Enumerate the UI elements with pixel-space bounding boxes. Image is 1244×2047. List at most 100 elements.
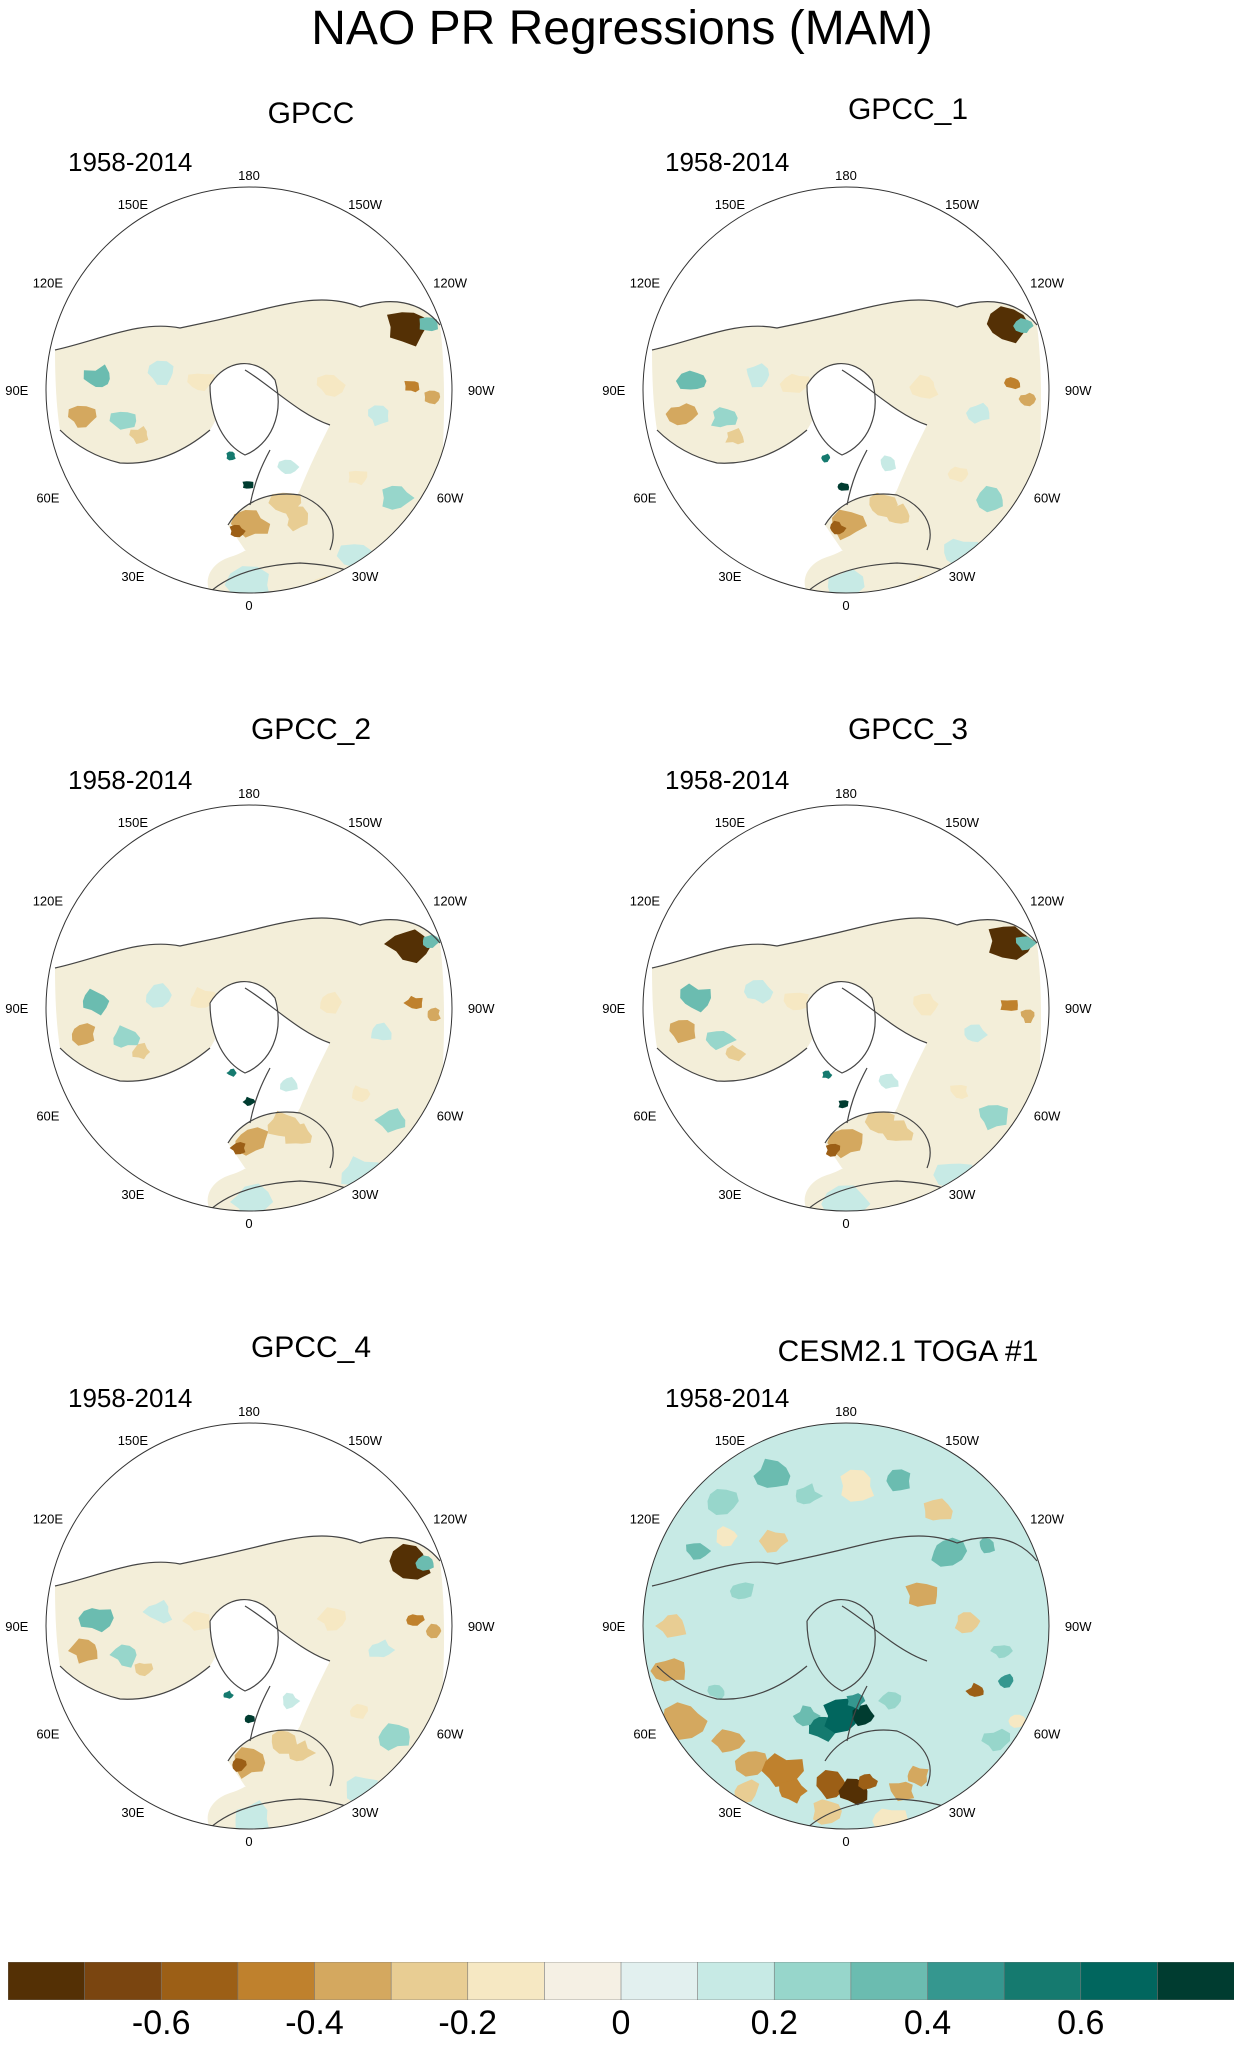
polar-map: 180 150E 120E 90E 60E 30E 0 30W 60W 90W 120W 150W	[5, 786, 495, 1231]
panel-title: GPCC_3	[847, 713, 969, 746]
colorbar-tick-label: 0.4	[903, 2004, 952, 2042]
coastline	[824, 1111, 931, 1169]
longitude-label: 120W	[1030, 894, 1065, 909]
colorbar-bin	[1157, 1962, 1234, 2000]
field-contour	[707, 1684, 725, 1701]
field-contour	[389, 1543, 431, 1580]
coastline	[651, 917, 1038, 969]
coastline	[249, 1685, 271, 1742]
longitude-label: 30W	[352, 1187, 379, 1202]
coastline	[59, 1665, 211, 1700]
coastline	[841, 1605, 928, 1662]
field-contour	[711, 407, 738, 428]
polar-map: 180 150E 120E 90E 60E 30E 0 30W 60W 90W 120W 150W	[5, 1404, 495, 1849]
longitude-label: 0	[842, 1834, 849, 1849]
panel-gpcc-2: GPCC_2 1958-2014 180 150E 120E 90E 60E 30E 0 30…	[0, 703, 622, 1323]
field-contour	[753, 1458, 791, 1488]
longitude-label: 90W	[468, 383, 495, 398]
longitude-label: 90W	[1065, 383, 1092, 398]
longitude-label: 60W	[1034, 1109, 1061, 1124]
field-contour	[374, 1108, 406, 1133]
field-contour	[746, 363, 770, 388]
field-contour	[1013, 318, 1034, 333]
field-contour	[878, 1691, 902, 1710]
map-border	[642, 1422, 1050, 1830]
field-contour	[145, 983, 172, 1008]
field-contour	[711, 1729, 746, 1753]
coastline	[209, 363, 279, 456]
field-contour	[244, 1714, 255, 1724]
field-contour	[650, 1658, 686, 1682]
coastline	[244, 987, 331, 1044]
field-contour	[966, 402, 990, 424]
longitude-label: 180	[835, 168, 857, 183]
field-contour	[109, 1644, 137, 1668]
field-contour	[655, 1614, 687, 1638]
figure-title: NAO PR Regressions (MAM)	[311, 2, 933, 55]
coastline	[244, 1605, 331, 1662]
greenland-mask	[210, 1599, 279, 1691]
colorbar-bin	[314, 1962, 392, 2000]
field-contour	[368, 405, 389, 427]
field-contour	[288, 1740, 317, 1762]
colorbar-tick-label: 0	[611, 2004, 631, 2042]
field-contour	[226, 451, 236, 461]
field-contour	[954, 1612, 981, 1634]
field-contour	[82, 988, 110, 1016]
field-contour	[846, 1693, 866, 1710]
field-contour	[947, 466, 969, 483]
field-contour	[979, 1537, 995, 1554]
polar-map: 180 150E 120E 90E 60E 30E 0 30W 60W 90W 120W 150W	[602, 1404, 1092, 1849]
field-contour	[1015, 936, 1037, 951]
field-contour	[382, 485, 415, 510]
colorbar-bin	[237, 1962, 316, 2000]
longitude-label: 150E	[715, 1433, 746, 1448]
panel-gpcc-4: GPCC_4 1958-2014 180 150E 120E 90E 60E 30E 0 30…	[0, 1321, 622, 1941]
coastline	[54, 1535, 441, 1587]
field-contour	[313, 1813, 347, 1829]
longitude-label: 60W	[437, 1727, 464, 1742]
colorbar-bin	[927, 1962, 1005, 2000]
longitude-label: 120E	[33, 1512, 64, 1527]
colorbar-tick-label: 0.2	[750, 2004, 798, 2042]
longitude-label: 30W	[949, 1187, 976, 1202]
field-contour	[424, 390, 441, 405]
field-contour	[282, 1692, 301, 1710]
field-contour	[675, 370, 707, 390]
panel-gpcc-1: GPCC_1 1958-2014 180 150E 120E 90E 60E 30E 0 30…	[597, 85, 1219, 705]
field-contour	[1004, 377, 1021, 390]
field-contour	[285, 506, 308, 532]
field-contour	[109, 411, 137, 430]
coastline	[59, 1047, 211, 1082]
land-field	[228, 1730, 334, 1789]
panel-period: 1958-2014	[68, 1383, 193, 1413]
field-contour	[907, 1765, 929, 1787]
greenland-mask	[210, 363, 279, 455]
field-contour	[858, 1773, 878, 1790]
coastline	[824, 1729, 931, 1787]
longitude-label: 30W	[949, 569, 976, 584]
colorbar-bin	[1003, 1962, 1082, 2000]
longitude-label: 30W	[949, 1805, 976, 1820]
field-contour	[950, 1085, 969, 1099]
field-contour	[779, 373, 811, 393]
land-field	[228, 494, 334, 553]
field-contour	[830, 520, 847, 535]
longitude-label: 150W	[348, 197, 383, 212]
field-contour	[242, 1096, 256, 1106]
field-contour	[905, 1582, 938, 1607]
field-contour	[758, 1529, 789, 1553]
longitude-label: 60E	[36, 1109, 59, 1124]
field-contour	[997, 1673, 1014, 1688]
field-contour	[1008, 1714, 1027, 1728]
longitude-label: 30E	[121, 1805, 144, 1820]
field-contour	[147, 360, 174, 386]
longitude-label: 150W	[945, 197, 980, 212]
field-contour	[886, 503, 910, 524]
field-contour	[68, 405, 97, 428]
longitude-label: 150E	[118, 815, 149, 830]
field-contour	[823, 1698, 860, 1734]
coastline	[209, 981, 279, 1074]
field-contour	[71, 1023, 96, 1046]
longitude-label: 120W	[1030, 1512, 1065, 1527]
